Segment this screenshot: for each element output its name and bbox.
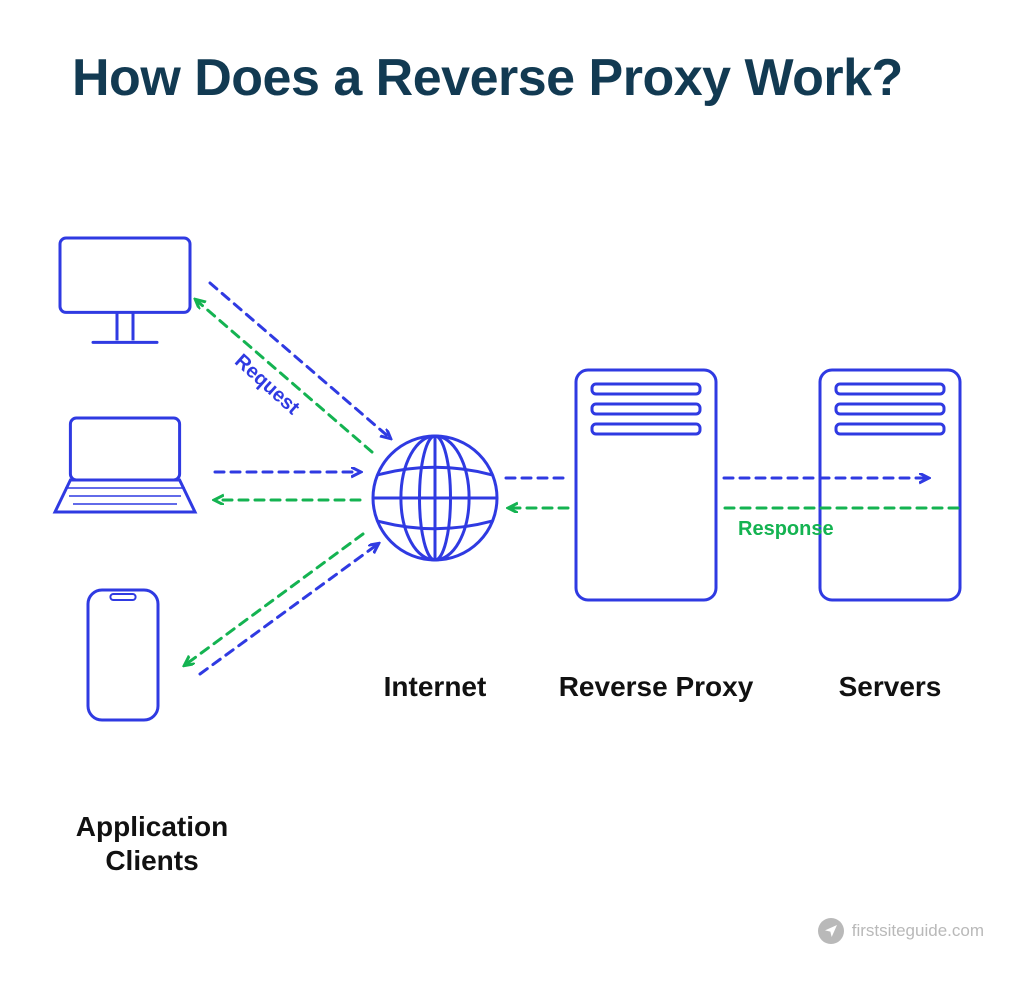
- label-internet: Internet: [355, 670, 515, 704]
- phone-icon: [88, 590, 158, 720]
- label-reverse-proxy: Reverse Proxy: [556, 670, 756, 704]
- flow-label-response: Response: [738, 518, 834, 541]
- watermark-text: firstsiteguide.com: [852, 921, 984, 941]
- watermark: firstsiteguide.com: [818, 918, 984, 944]
- resp-internet-to-phone: [185, 534, 363, 665]
- paper-plane-icon: [818, 918, 844, 944]
- laptop-icon: [70, 418, 179, 480]
- resp-internet-to-monitor: [196, 300, 372, 452]
- label-servers: Servers: [810, 670, 970, 704]
- req-phone-to-internet: [200, 544, 378, 674]
- label-clients: Application Clients: [52, 810, 252, 877]
- monitor-icon: [60, 238, 190, 312]
